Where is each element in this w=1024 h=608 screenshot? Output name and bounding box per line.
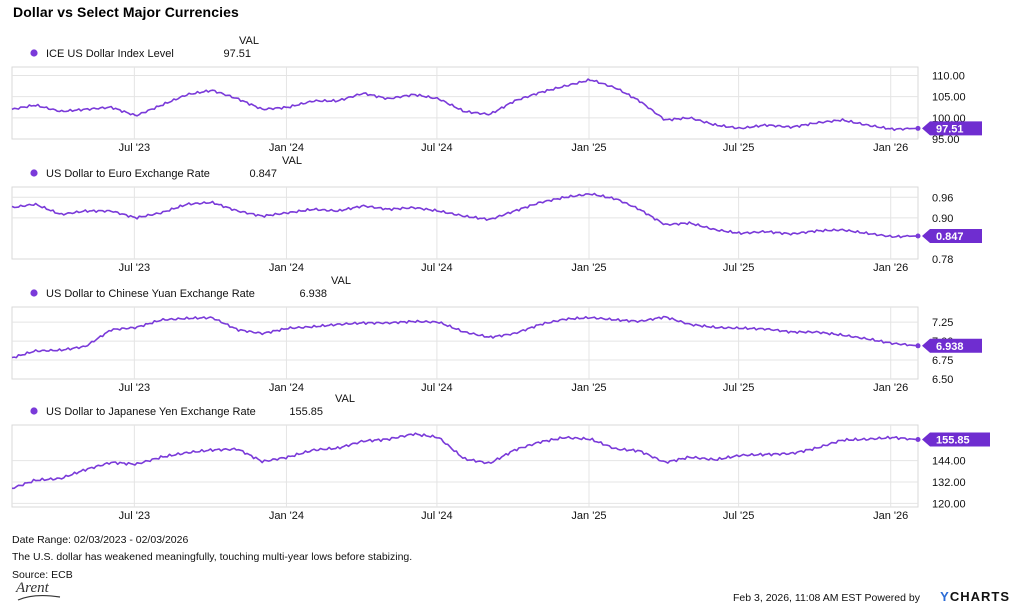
y-tick-label: 95.00 <box>932 134 960 146</box>
x-tick-label: Jul '24 <box>421 262 452 274</box>
plot-area <box>11 424 919 508</box>
page-title: Dollar vs Select Major Currencies <box>13 4 239 20</box>
y-tick-label: 144.00 <box>932 456 966 468</box>
x-tick-label: Jul '23 <box>119 510 150 522</box>
legend-marker <box>30 289 38 297</box>
x-tick-label: Jan '25 <box>571 142 606 154</box>
y-tick-label: 110.00 <box>932 70 965 82</box>
legend-series-value: 0.847 <box>249 168 277 180</box>
x-tick-label: Jan '24 <box>269 510 304 522</box>
legend-series-label: US Dollar to Euro Exchange Rate <box>46 168 210 180</box>
x-tick-label: Jan '24 <box>269 262 304 274</box>
y-tick-label: 132.00 <box>932 477 966 489</box>
x-tick-label: Jul '23 <box>119 382 150 394</box>
series-last-point <box>915 343 921 349</box>
x-tick-label: Jan '25 <box>571 382 606 394</box>
x-tick-label: Jul '24 <box>421 142 452 154</box>
legend-val-header: VAL <box>239 35 259 47</box>
last-value-badge <box>922 338 982 353</box>
plot-area <box>11 306 919 380</box>
date-range-text: Date Range: 02/03/2023 - 02/03/2026 <box>12 534 189 546</box>
legend-series-value: 155.85 <box>289 406 323 418</box>
x-tick-label: Jan '25 <box>571 510 606 522</box>
ycharts-logo-rest: CHARTS <box>949 589 1010 604</box>
y-tick-label: 6.50 <box>932 374 953 386</box>
y-tick-label: 120.00 <box>932 498 966 510</box>
legend-marker <box>30 407 38 415</box>
chart-panel-4: VAL US Dollar to Japanese Yen Exchange Ra… <box>11 393 990 522</box>
timestamp-text: Feb 3, 2026, 11:08 AM EST Powered by <box>733 592 920 604</box>
legend-series-value: 6.938 <box>299 288 327 300</box>
x-tick-label: Jul '25 <box>723 510 754 522</box>
x-tick-label: Jul '24 <box>421 382 452 394</box>
ycharts-logo: YCHARTS <box>940 589 1010 604</box>
legend-marker <box>30 49 38 57</box>
x-tick-label: Jul '23 <box>119 142 150 154</box>
x-tick-label: Jan '26 <box>873 382 908 394</box>
last-value-badge <box>922 432 990 447</box>
chart-panel-2: VAL US Dollar to Euro Exchange Rate 0.847 0… <box>11 155 982 274</box>
legend-val-header: VAL <box>282 155 302 167</box>
chart-panel-3: VAL US Dollar to Chinese Yuan Exchange Ra… <box>11 275 982 394</box>
legend-marker <box>30 169 38 177</box>
series-last-point <box>915 125 921 131</box>
x-tick-label: Jan '24 <box>269 142 304 154</box>
legend-series-label: US Dollar to Chinese Yuan Exchange Rate <box>46 288 255 300</box>
x-tick-label: Jul '23 <box>119 262 150 274</box>
x-tick-label: Jan '26 <box>873 142 908 154</box>
y-tick-label: 6.75 <box>932 355 953 367</box>
series-last-point <box>915 233 921 239</box>
series-line <box>12 432 919 490</box>
firm-logo-text: Arent <box>16 580 49 596</box>
legend-val-header: VAL <box>331 275 351 287</box>
series-line <box>11 192 919 239</box>
y-tick-label: 7.25 <box>932 317 953 329</box>
x-tick-label: Jan '24 <box>269 382 304 394</box>
legend-series-label: ICE US Dollar Index Level <box>46 48 174 60</box>
last-value-badge-label: 6.938 <box>936 341 964 353</box>
last-value-badge-label: 155.85 <box>936 435 970 447</box>
x-tick-label: Jul '25 <box>723 382 754 394</box>
plot-area <box>11 186 919 260</box>
last-value-badge <box>922 229 982 244</box>
chart-panel-1: VAL ICE US Dollar Index Level 97.51 110.00 1… <box>11 35 982 154</box>
last-value-badge-label: 97.51 <box>936 123 964 135</box>
x-tick-label: Jan '26 <box>873 262 908 274</box>
plot-area <box>11 66 919 140</box>
footnote-text: The U.S. dollar has weakened meaningfull… <box>12 551 413 563</box>
series-last-point <box>915 437 921 443</box>
ycharts-logo-y: Y <box>940 589 950 604</box>
legend-val-header: VAL <box>335 393 355 405</box>
last-value-badge-label: 0.847 <box>936 231 964 243</box>
firm-logo-swoosh-icon <box>17 594 61 601</box>
series-line <box>11 315 919 359</box>
x-tick-label: Jul '24 <box>421 510 452 522</box>
x-tick-label: Jul '25 <box>723 142 754 154</box>
legend-series-value: 97.51 <box>223 48 251 60</box>
source-text: Source: ECB <box>12 569 73 581</box>
firm-logo: Arent <box>16 580 76 602</box>
y-tick-label: 0.90 <box>932 213 953 225</box>
legend-series-label: US Dollar to Japanese Yen Exchange Rate <box>46 406 256 418</box>
last-value-badge <box>922 121 982 136</box>
x-tick-label: Jan '25 <box>571 262 606 274</box>
series-line <box>11 78 918 132</box>
y-tick-label: 105.00 <box>932 92 966 104</box>
y-tick-label: 0.78 <box>932 254 953 266</box>
x-tick-label: Jul '25 <box>723 262 754 274</box>
y-tick-label: 0.96 <box>932 192 953 204</box>
x-tick-label: Jan '26 <box>873 510 908 522</box>
